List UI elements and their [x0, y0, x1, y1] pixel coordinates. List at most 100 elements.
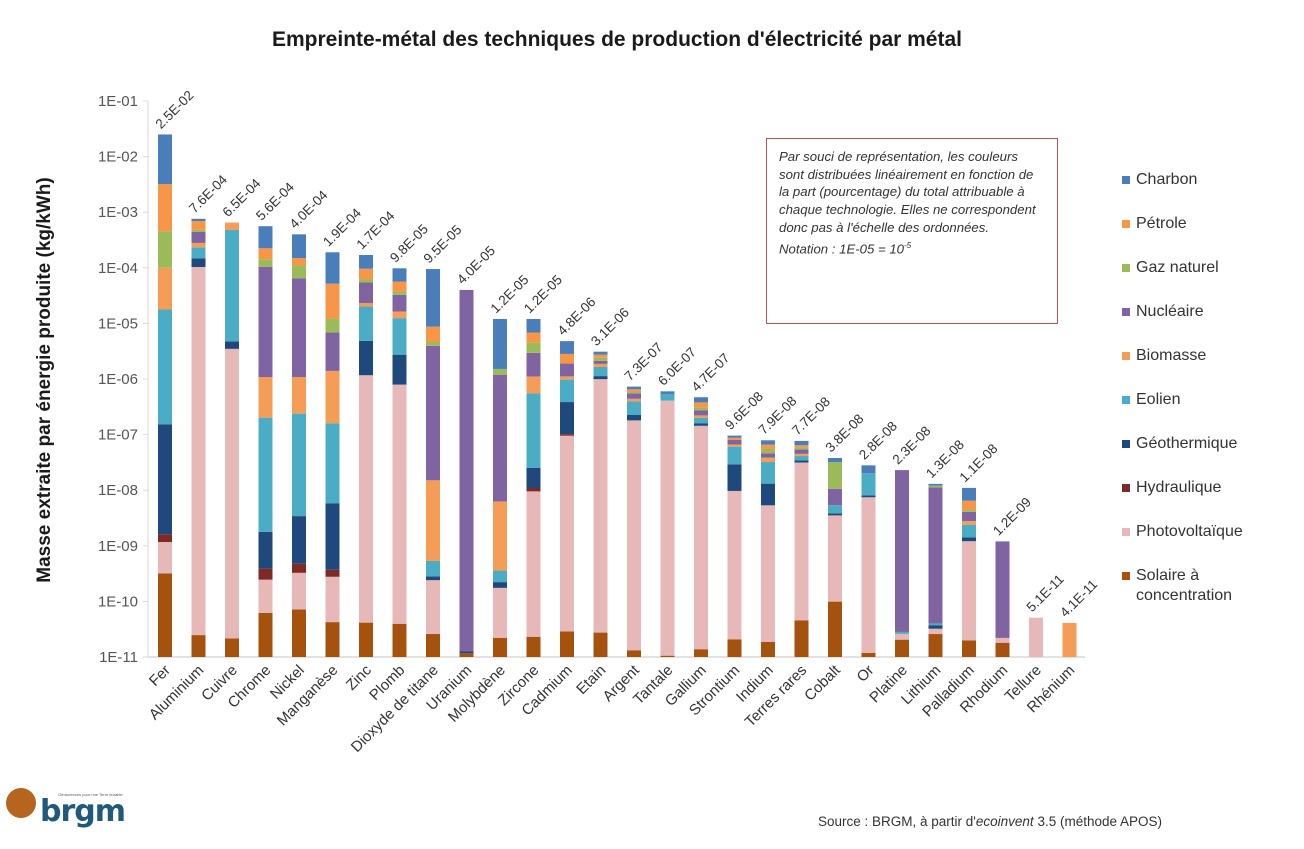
bar-segment-p-trole [258, 248, 273, 260]
legend-swatch [1122, 352, 1130, 360]
bar-segment-photovolta-que [560, 435, 574, 632]
bar-segment-eolien [292, 413, 306, 517]
legend-label: Charbon [1136, 171, 1198, 188]
bar-segment-solaire-concentration [627, 650, 641, 657]
bar-molybd-ne [493, 318, 507, 657]
logo-icon [6, 788, 36, 818]
bar-or [861, 465, 876, 657]
bar-zircone [526, 318, 541, 657]
bar-segment-gaz-naturel [526, 342, 541, 353]
bar-segment-gaz-naturel [158, 231, 172, 268]
bar-segment-charbon [627, 386, 641, 390]
bar-segment-p-trole [526, 332, 541, 343]
bar-segment-solaire-concentration [426, 633, 440, 657]
bar-tellure [1029, 617, 1043, 657]
bar-segment-gaz-naturel [392, 291, 407, 295]
bar-segment-biomasse [325, 370, 340, 424]
bar-segment-photovolta-que [493, 587, 507, 638]
bar-segment-g-othermique [761, 483, 775, 506]
bar-segment-nucl-aire [928, 487, 943, 624]
legend: Charbon Pétrole Gaz naturel Nucléaire Biomas… [1122, 170, 1276, 610]
bar-segment-gaz-naturel [258, 259, 273, 267]
bar-segment-photovolta-que [962, 541, 976, 641]
notation-text: Notation : 1E-05 = 10 [779, 240, 904, 256]
bar-rh-nium [1062, 622, 1077, 657]
bar-segment-charbon [928, 483, 943, 486]
bar-segment-biomasse [761, 457, 775, 462]
value-label: 1.2E-09 [990, 494, 1034, 538]
bar-segment-p-trole [962, 500, 976, 510]
bar-fer [158, 134, 172, 657]
bar-segment-p-trole [158, 184, 172, 232]
bar-argent [627, 386, 641, 657]
y-tick-label: 1E-06 [98, 371, 138, 388]
bar-segment-nucl-aire [593, 360, 608, 364]
legend-swatch [1122, 220, 1130, 228]
legend-label: Biomasse [1136, 347, 1207, 364]
legend-item: Solaire à concentration [1122, 566, 1276, 610]
bar-segment-eolien [325, 423, 340, 504]
bars [158, 134, 1077, 657]
legend-item: Gaz naturel [1122, 258, 1276, 302]
legend-item: Biomasse [1122, 346, 1276, 390]
bar-segment-photovolta-que [292, 572, 306, 610]
bar-segment-eolien [593, 366, 608, 377]
bar-segment-hydraulique [560, 434, 574, 436]
bar-segment-photovolta-que [828, 515, 842, 602]
bar-nickel [292, 234, 306, 657]
bar-segment-gaz-naturel [962, 509, 976, 512]
bar-segment-solaire-concentration [359, 622, 373, 657]
bar-segment-nucl-aire [325, 332, 340, 371]
bar-zinc [359, 254, 373, 657]
y-axis-label: Masse extraite par énergie produite (kg/… [34, 177, 55, 582]
bar-segment-g-othermique [359, 340, 373, 376]
bar-segment-solaire-concentration [828, 601, 842, 657]
bar-segment-eolien [761, 461, 775, 484]
bar-segment-hydraulique [325, 569, 340, 577]
bar-segment-eolien [861, 473, 876, 496]
bar-segment-nucl-aire [292, 278, 306, 378]
bar-segment-biomasse [158, 267, 172, 310]
bar-segment-solaire-concentration [191, 635, 206, 657]
bar-segment-charbon [191, 218, 206, 222]
bar-segment-nucl-aire [493, 374, 507, 502]
legend-item: Photovoltaïque [1122, 522, 1276, 566]
y-tick-label: 1E-08 [98, 482, 138, 499]
bar-segment-photovolta-que [526, 491, 541, 637]
bar-segment-biomasse [593, 363, 608, 367]
bar-segment-eolien [727, 446, 742, 465]
bar-chrome [258, 226, 273, 657]
bar-segment-biomasse [694, 415, 708, 419]
bar-segment-eolien [660, 393, 675, 401]
bar-plomb [392, 268, 407, 657]
bar-segment-charbon [158, 134, 172, 185]
bar-segment-solaire-concentration [493, 637, 507, 657]
bar-segment-eolien [191, 247, 206, 259]
bar-terres-rares [794, 440, 809, 657]
bar-segment-charbon [962, 487, 976, 501]
bar-segment-photovolta-que [359, 375, 373, 623]
bar-segment-charbon [593, 351, 608, 355]
bar-segment-solaire-concentration [392, 623, 407, 657]
y-tick-label: 1E-03 [98, 204, 138, 221]
bar-segment-biomasse [225, 222, 239, 231]
bar-platine [895, 470, 909, 657]
bar-segment-g-othermique [292, 516, 306, 564]
bar-segment-eolien [493, 570, 507, 583]
bar-segment-g-othermique [828, 513, 842, 516]
bar-segment-photovolta-que [727, 490, 742, 640]
bar-segment-charbon [325, 252, 340, 284]
legend-swatch [1122, 308, 1130, 316]
bar-segment-gaz-naturel [426, 342, 440, 346]
bar-segment-eolien [794, 456, 809, 461]
bar-segment-photovolta-que [1029, 617, 1043, 657]
bar-segment-gaz-naturel [928, 485, 943, 488]
bar-segment-eolien [895, 631, 909, 634]
bar-segment-hydraulique [292, 563, 306, 573]
bar-segment-charbon [493, 318, 507, 369]
bar-segment-biomasse [727, 444, 742, 447]
y-tick-label: 1E-01 [98, 93, 138, 110]
source-prefix: Source : BRGM, à partir d' [818, 814, 976, 829]
bar-segment-charbon [292, 234, 306, 259]
